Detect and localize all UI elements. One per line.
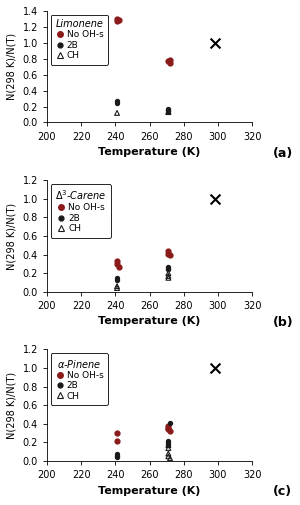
Point	[166, 265, 171, 273]
Point	[115, 429, 119, 437]
Point	[166, 266, 171, 274]
Point	[166, 452, 171, 461]
Point	[116, 16, 121, 24]
Point	[115, 97, 119, 105]
Point	[168, 419, 172, 427]
Legend: No OH-s, 2B, CH: No OH-s, 2B, CH	[50, 15, 108, 65]
Point	[166, 272, 171, 280]
Point	[115, 15, 119, 23]
Point	[166, 274, 171, 282]
Point	[115, 453, 119, 462]
Point	[115, 274, 119, 282]
Point	[166, 441, 171, 449]
Point	[115, 284, 119, 292]
X-axis label: Temperature (K): Temperature (K)	[98, 147, 201, 157]
Point	[166, 425, 171, 433]
Point	[166, 269, 171, 277]
Point	[115, 452, 119, 461]
Point	[212, 364, 217, 372]
Point	[166, 105, 171, 113]
Point	[168, 251, 172, 260]
X-axis label: Temperature (K): Temperature (K)	[98, 316, 201, 326]
Point	[168, 454, 172, 462]
Point	[212, 195, 217, 203]
Point	[115, 98, 119, 107]
Text: (b): (b)	[272, 316, 293, 329]
Point	[116, 263, 121, 271]
Point	[115, 436, 119, 444]
Point	[115, 260, 119, 268]
Point	[166, 436, 171, 444]
Point	[166, 424, 171, 432]
Y-axis label: N(298 K)/N(T): N(298 K)/N(T)	[7, 203, 17, 270]
Legend: No OH-s, 2B, CH: No OH-s, 2B, CH	[50, 184, 111, 238]
Y-axis label: N(298 K)/N(T): N(298 K)/N(T)	[7, 33, 17, 100]
Point	[166, 107, 171, 115]
Point	[166, 106, 171, 114]
Legend: No OH-s, 2B, CH: No OH-s, 2B, CH	[50, 353, 108, 405]
Point	[166, 439, 171, 447]
Point	[166, 247, 171, 255]
Point	[168, 427, 172, 435]
Point	[166, 263, 171, 271]
Point	[115, 257, 119, 265]
Point	[168, 59, 172, 67]
Point	[166, 444, 171, 452]
X-axis label: Temperature (K): Temperature (K)	[98, 486, 201, 495]
Point	[166, 107, 171, 115]
Point	[115, 282, 119, 290]
Point	[115, 276, 119, 284]
Point	[212, 39, 217, 47]
Point	[168, 56, 172, 64]
Point	[166, 441, 171, 449]
Point	[166, 449, 171, 458]
Point	[166, 57, 171, 65]
Point	[115, 17, 119, 25]
Point	[166, 108, 171, 116]
Point	[166, 422, 171, 430]
Point	[115, 450, 119, 459]
Text: (a): (a)	[273, 146, 293, 160]
Point	[166, 249, 171, 258]
Text: (c): (c)	[273, 485, 292, 498]
Y-axis label: N(298 K)/N(T): N(298 K)/N(T)	[7, 372, 17, 439]
Point	[115, 109, 119, 117]
